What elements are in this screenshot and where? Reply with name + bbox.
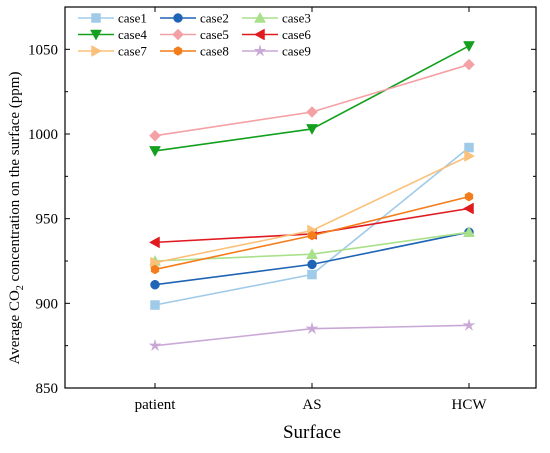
data-point <box>305 321 319 335</box>
series-case8 <box>150 191 474 275</box>
y-tick-label: 1050 <box>28 42 58 58</box>
series-line <box>154 45 470 152</box>
legend-marker <box>91 13 101 23</box>
legend-label: case4 <box>118 27 147 42</box>
legend-marker <box>173 13 183 23</box>
data-point <box>464 191 474 202</box>
data-point <box>307 259 317 270</box>
legend-item-case1: case1 <box>78 11 147 26</box>
x-tick-label: AS <box>302 397 321 413</box>
y-tick-label: 1000 <box>28 127 58 143</box>
data-point <box>307 269 317 280</box>
legend-label: case7 <box>118 44 147 59</box>
data-point <box>306 106 318 118</box>
legend-item-case6: case6 <box>242 27 311 42</box>
data-point <box>462 202 474 215</box>
data-point <box>306 248 318 259</box>
legend-label: case6 <box>282 27 311 42</box>
legend-label: case3 <box>282 11 311 26</box>
x-tick-label: HCW <box>452 397 488 413</box>
y-tick-label: 950 <box>36 212 59 228</box>
legend-item-case4: case4 <box>78 27 147 42</box>
series-case5 <box>149 58 475 142</box>
legend-marker <box>254 11 266 23</box>
legend-label: case1 <box>118 11 147 26</box>
legend-item-case8: case8 <box>160 44 229 59</box>
data-point <box>148 236 160 249</box>
legend-item-case3: case3 <box>242 11 311 26</box>
legend-marker <box>91 45 103 57</box>
data-point <box>463 41 475 52</box>
legend-marker <box>172 28 184 41</box>
series-case1 <box>150 142 474 310</box>
x-tick-label: patient <box>135 397 177 413</box>
y-axis-title: Average CO2 concentration on the surface… <box>7 72 26 365</box>
legend-item-case9: case9 <box>242 44 311 59</box>
legend-marker <box>173 46 183 56</box>
data-point <box>150 279 160 290</box>
series-case4 <box>149 41 475 157</box>
data-point <box>464 142 474 153</box>
data-point <box>148 338 162 352</box>
data-point <box>149 146 161 157</box>
x-axis-title: Surface <box>283 422 341 443</box>
legend-item-case5: case5 <box>160 27 229 42</box>
data-point <box>150 300 160 310</box>
legend-marker <box>253 28 265 41</box>
legend-label: case8 <box>200 44 229 59</box>
plot-frame <box>64 6 537 389</box>
data-point <box>149 129 161 142</box>
series-line <box>154 146 470 306</box>
y-tick-label: 900 <box>36 296 59 312</box>
legend-marker <box>90 29 102 41</box>
data-point <box>150 264 160 275</box>
data-point <box>306 124 318 135</box>
legend-marker <box>253 44 267 57</box>
data-point <box>464 150 476 162</box>
legend-label: case2 <box>200 11 229 26</box>
data-point <box>463 226 475 237</box>
legend-label: case9 <box>282 44 311 59</box>
series-line <box>154 155 470 264</box>
legend-item-case2: case2 <box>160 11 229 26</box>
legend-label: case5 <box>200 27 229 42</box>
data-point <box>307 230 317 241</box>
data-point <box>463 58 475 71</box>
y-tick-label: 850 <box>36 381 59 397</box>
series-case9 <box>148 318 476 352</box>
data-point <box>462 318 476 331</box>
legend-item-case7: case7 <box>78 44 147 59</box>
